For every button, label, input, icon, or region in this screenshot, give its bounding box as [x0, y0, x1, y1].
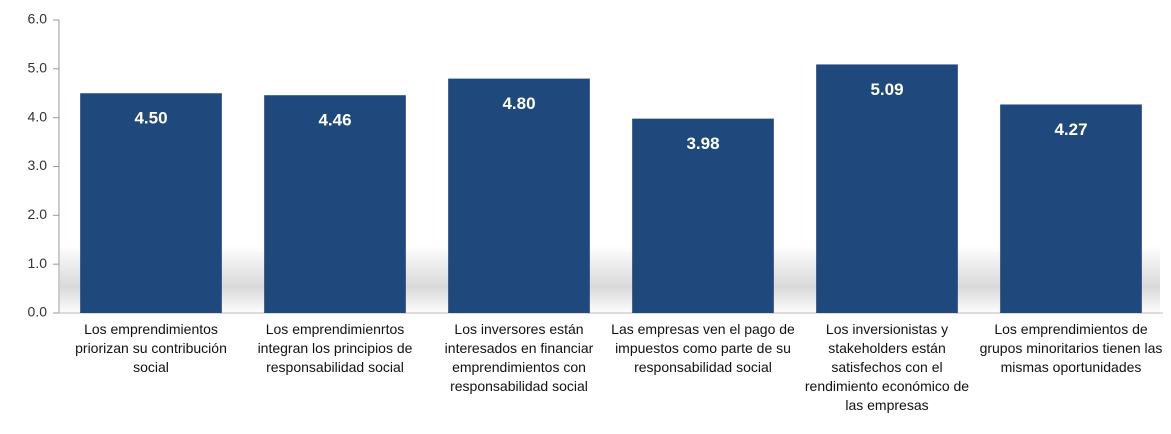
bar: [632, 118, 774, 313]
y-tick-label: 3.0: [28, 157, 48, 173]
x-tick-label: Las empresas ven el pago de impuestos co…: [611, 321, 795, 375]
y-tick-label: 1.0: [28, 255, 48, 271]
y-tick-label: 0.0: [28, 304, 48, 320]
value-label: 4.50: [134, 109, 167, 128]
y-tick-label: 4.0: [28, 108, 48, 124]
bar: [264, 95, 406, 313]
x-tick-label: Los inversores están interesados en fina…: [444, 321, 594, 394]
value-label: 4.27: [1054, 120, 1087, 139]
shadow: [60, 245, 1160, 315]
value-label: 3.98: [686, 134, 719, 153]
x-tick-label: Los emprendimientos de grupos minoritari…: [979, 321, 1163, 375]
x-tick-label: Los inversionistas y stakeholders están …: [804, 321, 970, 413]
bar: [448, 78, 590, 313]
value-label: 4.80: [502, 94, 535, 113]
y-tick-label: 5.0: [28, 60, 48, 76]
bar: [1000, 104, 1142, 314]
value-label: 4.46: [318, 111, 351, 130]
x-tick-label: Los emprendimientos priorizan su contrib…: [75, 321, 227, 375]
y-tick-label: 6.0: [28, 11, 48, 27]
bar: [816, 64, 958, 314]
bar: [80, 93, 222, 313]
x-tick-label: Los emprendimienrtos integran los princi…: [257, 321, 413, 375]
y-tick-label: 2.0: [28, 206, 48, 222]
value-label: 5.09: [870, 80, 903, 99]
